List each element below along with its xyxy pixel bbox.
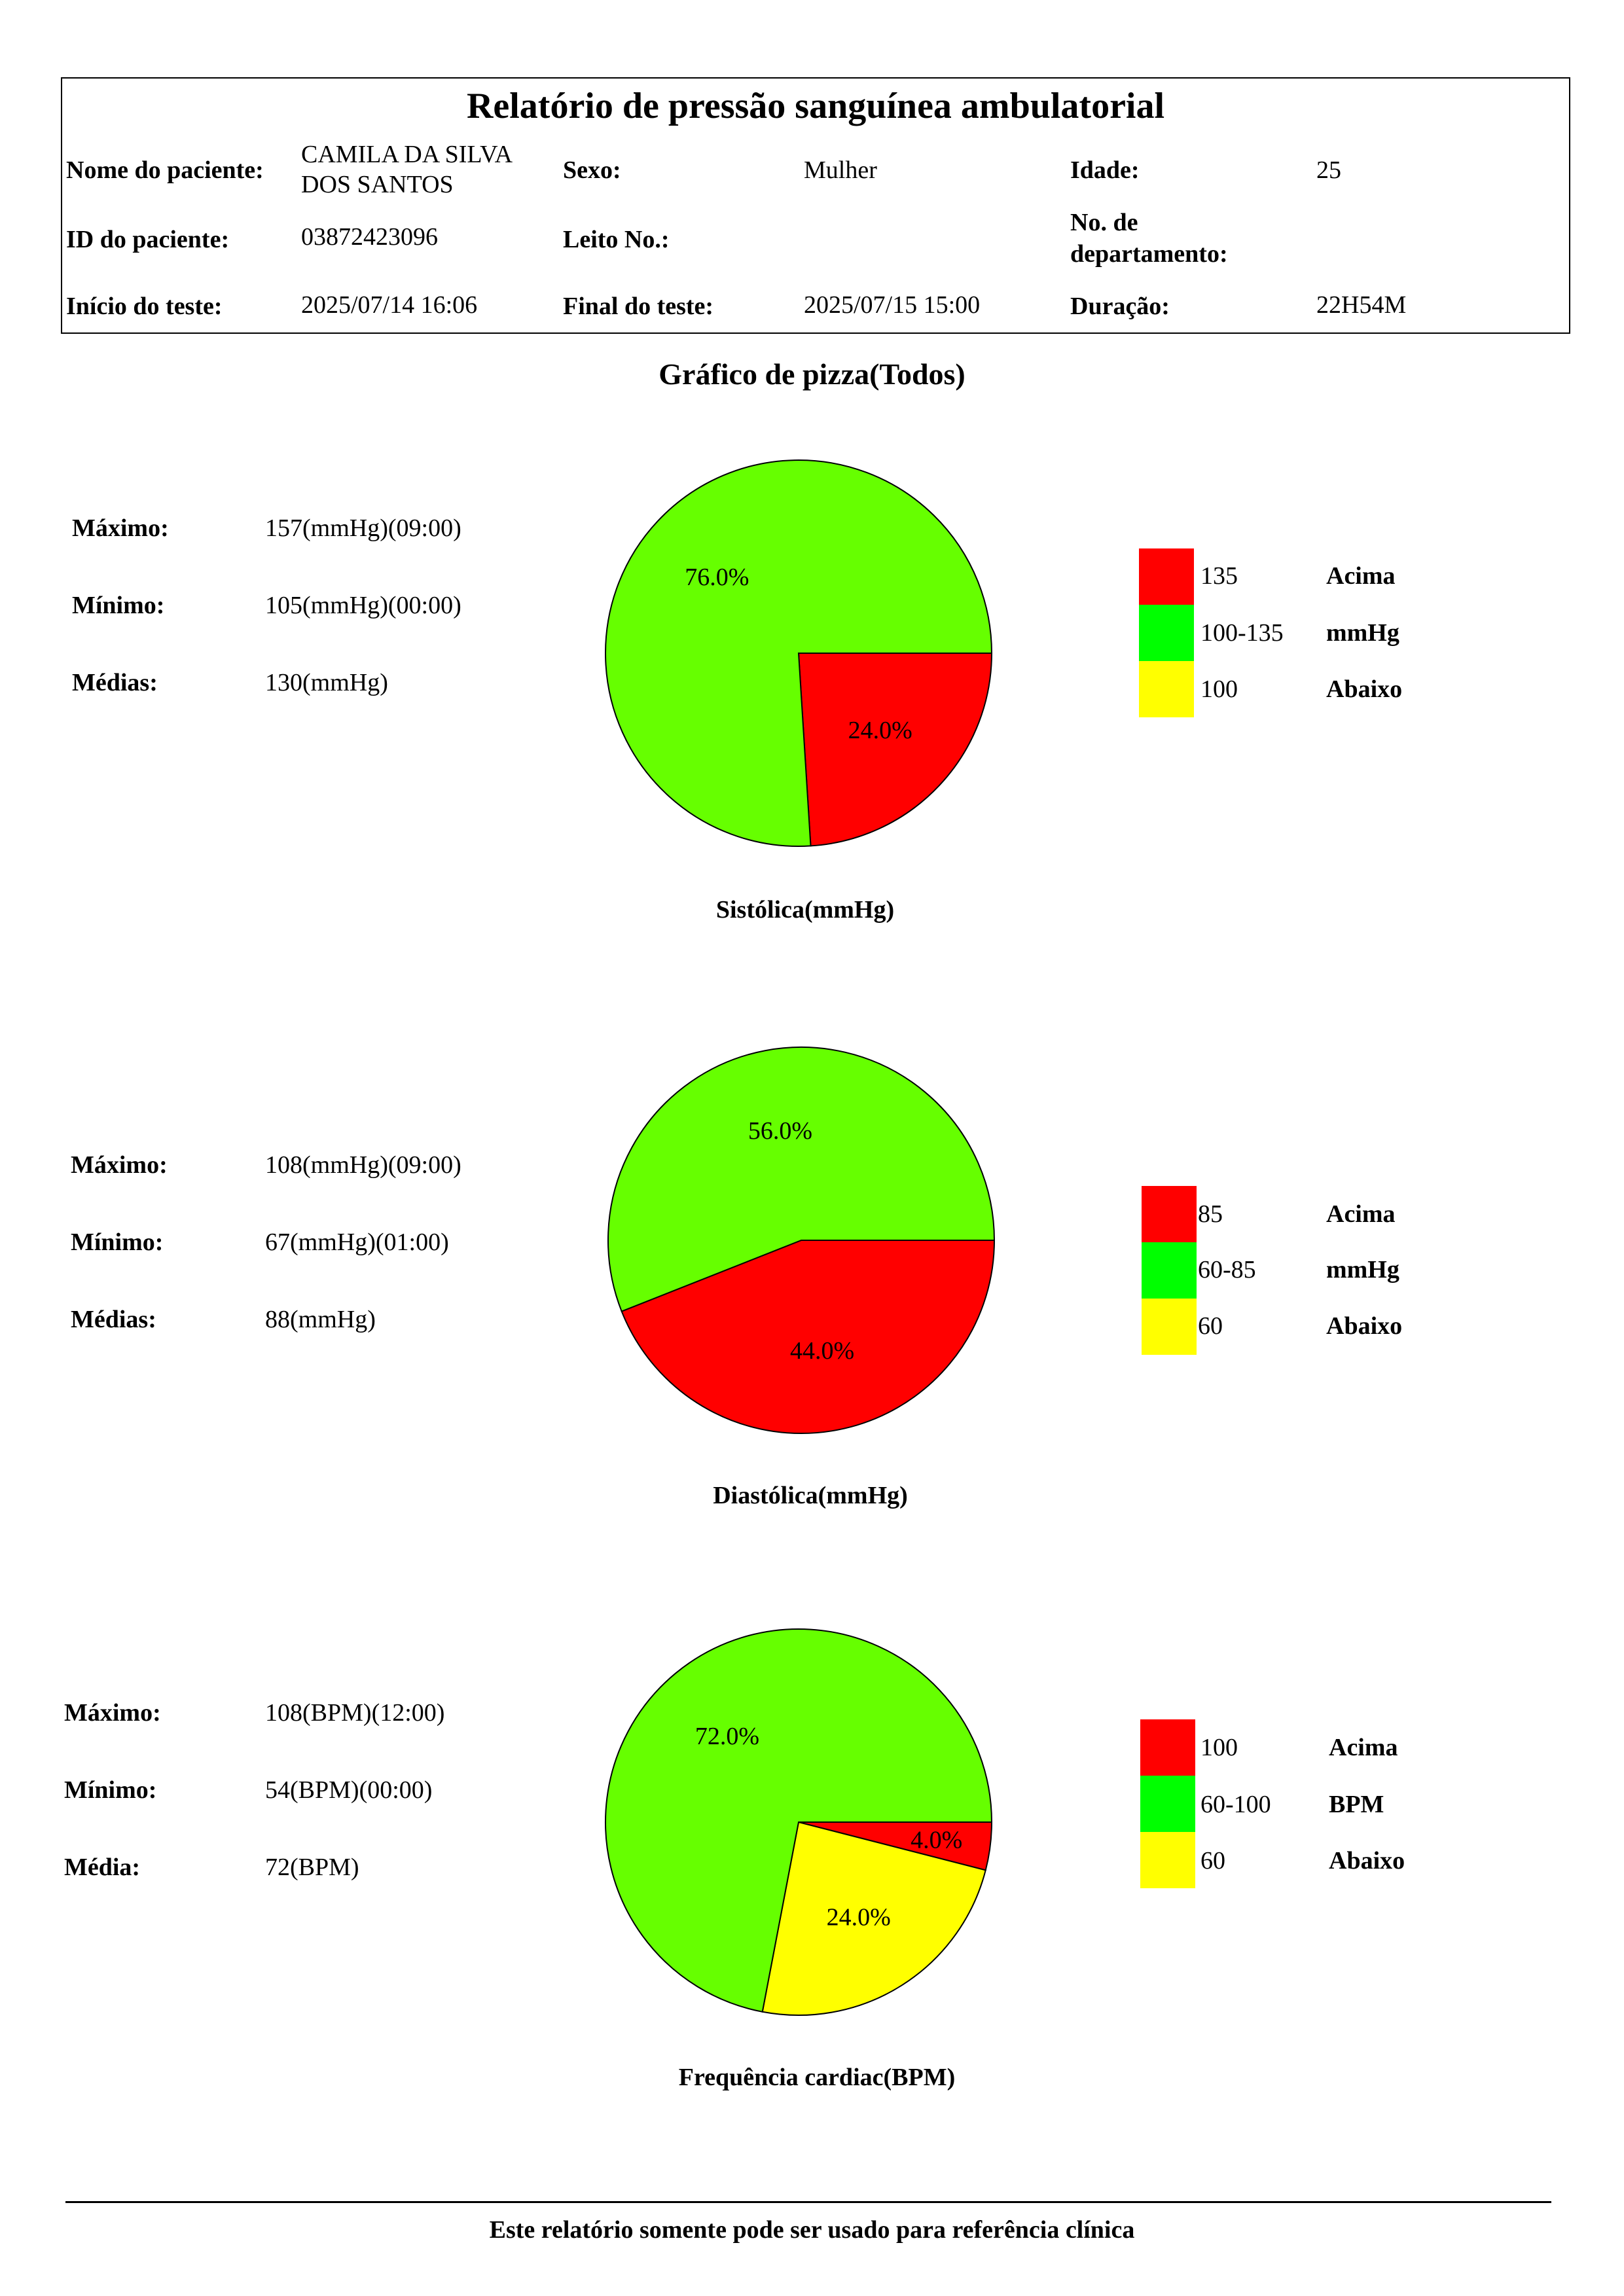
heart-rate-legend-text-above: Acima (1329, 1734, 1398, 1761)
sex-label: Sexo: (563, 156, 621, 184)
heart-rate-legend-swatch-below (1140, 1832, 1195, 1888)
heart-rate-max-label: Máximo: (64, 1699, 161, 1727)
diastolic-avg-label: Médias: (71, 1306, 156, 1333)
systolic-legend-range-normal: 100-135 (1200, 619, 1284, 647)
heart-rate-min-label: Mínimo: (64, 1776, 157, 1804)
heart-rate-legend-swatch-above (1140, 1719, 1195, 1776)
heart-rate-legend-range-below: 60 (1200, 1847, 1225, 1874)
systolic-min-label: Mínimo: (72, 592, 165, 619)
systolic-pie-label-mmhg: 76.0% (685, 564, 749, 591)
heart-rate-pie-label-acima: 4.0% (911, 1827, 962, 1854)
heart-rate-legend-range-normal: 60-100 (1200, 1791, 1271, 1818)
systolic-legend-range-below: 100 (1200, 675, 1238, 703)
patient-id-value: 03872423096 (301, 223, 438, 251)
patient-id-label: ID do paciente: (66, 226, 230, 253)
heart-rate-pie-label-bpm: 72.0% (695, 1723, 759, 1750)
duration-label: Duração: (1070, 293, 1170, 320)
heart-rate-pie-chart: 4.0% 24.0% 72.0% (605, 1628, 993, 2016)
systolic-max-label: Máximo: (72, 514, 169, 542)
report-title: Relatório de pressão sanguínea ambulator… (466, 86, 1165, 126)
systolic-legend-swatch-below (1139, 661, 1194, 717)
heart-rate-legend-range-above: 100 (1200, 1734, 1238, 1761)
diastolic-max-value: 108(mmHg)(09:00) (265, 1151, 461, 1179)
heart-rate-max-value: 108(BPM)(12:00) (265, 1699, 445, 1727)
systolic-legend-range-above: 135 (1200, 562, 1238, 590)
systolic-max-value: 157(mmHg)(09:00) (265, 514, 461, 542)
bed-label: Leito No.: (563, 226, 670, 253)
heart-rate-avg-value: 72(BPM) (265, 1854, 359, 1881)
section-title: Gráfico de pizza(Todos) (659, 357, 965, 391)
footer-note: Este relatório somente pode ser usado pa… (489, 2216, 1135, 2244)
systolic-pie-chart: 24.0% 76.0% (605, 459, 993, 847)
test-start-label: Início do teste: (66, 293, 223, 320)
patient-name-label: Nome do paciente: (66, 156, 264, 184)
test-end-label: Final do teste: (563, 293, 714, 320)
systolic-avg-value: 130(mmHg) (265, 669, 388, 696)
test-end-value: 2025/07/15 15:00 (804, 291, 981, 319)
systolic-pie-slice-mmhg (605, 459, 993, 847)
systolic-avg-label: Médias: (72, 669, 158, 696)
systolic-min-value: 105(mmHg)(00:00) (265, 592, 461, 619)
patient-info-box: Relatório de pressão sanguínea ambulator… (61, 77, 1570, 334)
diastolic-legend-text-below: Abaixo (1326, 1312, 1403, 1340)
diastolic-legend-range-normal: 60-85 (1198, 1256, 1256, 1283)
footer-divider (65, 2201, 1551, 2203)
diastolic-legend-swatch-below (1142, 1299, 1197, 1355)
patient-name-line2: DOS SANTOS (301, 171, 454, 198)
diastolic-pie-label-mmhg: 56.0% (748, 1117, 812, 1145)
diastolic-pie-chart: 44.0% 56.0% (607, 1047, 996, 1434)
test-start-value: 2025/07/14 16:06 (301, 291, 478, 319)
diastolic-min-value: 67(mmHg)(01:00) (265, 1229, 449, 1256)
diastolic-legend-text-normal: mmHg (1326, 1256, 1399, 1283)
duration-value: 22H54M (1316, 291, 1407, 319)
systolic-legend-text-below: Abaixo (1326, 675, 1403, 703)
diastolic-min-label: Mínimo: (71, 1229, 164, 1256)
heart-rate-pie-slice-bpm (605, 1628, 993, 2013)
department-label-line1: No. de (1070, 209, 1138, 236)
age-label: Idade: (1070, 156, 1140, 184)
diastolic-legend-range-below: 60 (1198, 1312, 1223, 1340)
diastolic-chart-title: Diastólica(mmHg) (713, 1482, 908, 1509)
systolic-legend-text-above: Acima (1326, 562, 1396, 590)
department-label-line2: departamento: (1070, 240, 1228, 268)
systolic-pie-label-acima: 24.0% (848, 717, 912, 744)
diastolic-pie-slice-mmhg (607, 1047, 996, 1312)
diastolic-pie-label-acima: 44.0% (790, 1337, 854, 1365)
diastolic-legend-range-above: 85 (1198, 1200, 1223, 1228)
diastolic-legend-text-above: Acima (1326, 1200, 1396, 1228)
heart-rate-avg-label: Média: (64, 1854, 141, 1881)
heart-rate-legend-text-normal: BPM (1329, 1791, 1384, 1818)
diastolic-pie-slice-acima (621, 1240, 996, 1434)
patient-name-line1: CAMILA DA SILVA (301, 141, 513, 168)
heart-rate-legend-swatch-normal (1140, 1776, 1195, 1832)
heart-rate-pie-slice-abaixo (761, 1821, 986, 2016)
diastolic-avg-value: 88(mmHg) (265, 1306, 376, 1333)
diastolic-max-label: Máximo: (71, 1151, 168, 1179)
age-value: 25 (1316, 156, 1341, 184)
heart-rate-chart-title: Frequência cardiac(BPM) (678, 2064, 956, 2091)
systolic-pie-slice-acima (797, 653, 993, 847)
systolic-legend-text-normal: mmHg (1326, 619, 1399, 647)
systolic-legend-swatch-above (1139, 548, 1194, 605)
systolic-chart-title: Sistólica(mmHg) (715, 896, 895, 924)
heart-rate-pie-label-abaixo: 24.0% (827, 1903, 891, 1931)
systolic-legend-swatch-normal (1139, 605, 1194, 661)
diastolic-legend-swatch-normal (1142, 1242, 1197, 1299)
sex-value: Mulher (804, 156, 877, 184)
diastolic-legend-swatch-above (1142, 1186, 1197, 1242)
heart-rate-legend-text-below: Abaixo (1329, 1847, 1405, 1874)
heart-rate-min-value: 54(BPM)(00:00) (265, 1776, 433, 1804)
